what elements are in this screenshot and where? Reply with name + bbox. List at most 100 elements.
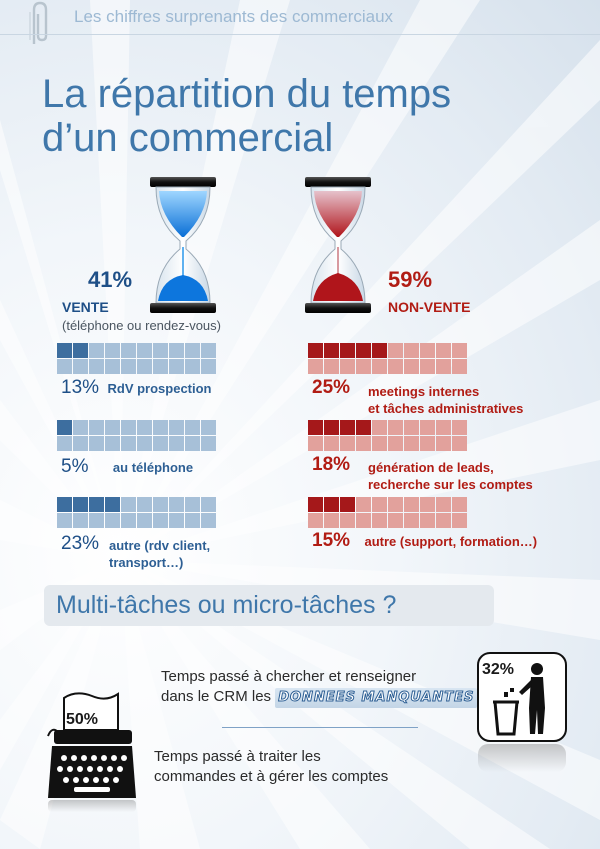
grid-cell — [404, 436, 419, 451]
grid-cell — [436, 359, 451, 374]
grid-cell — [89, 513, 104, 528]
grid-cell — [404, 497, 419, 512]
grid-cell — [121, 436, 136, 451]
grid-cell — [388, 497, 403, 512]
paperclip-icon — [29, 1, 48, 44]
item-desc: autre (support, formation…) — [364, 534, 538, 549]
item-percent: 25% — [312, 377, 351, 398]
grid-cell — [356, 343, 371, 358]
grid-cell — [388, 343, 403, 358]
item-desc-line2: recherche sur les comptes — [368, 477, 533, 492]
item-percent: 5% — [61, 456, 89, 477]
grid-cell — [340, 513, 355, 528]
grid-cell — [105, 436, 120, 451]
item-desc-line1: meetings internes — [368, 384, 480, 399]
grid-cell — [452, 497, 467, 512]
grid-cell — [324, 343, 339, 358]
grid-cell — [89, 497, 104, 512]
item-percent: 18% — [312, 454, 351, 475]
grid-cell — [185, 359, 200, 374]
grid-cell — [89, 436, 104, 451]
grid-cell — [73, 497, 88, 512]
grid-cell — [452, 513, 467, 528]
grid-cell — [420, 343, 435, 358]
grid-cell — [356, 420, 371, 435]
grid-cell — [452, 359, 467, 374]
grid-cell — [436, 420, 451, 435]
grid-cell — [169, 497, 184, 512]
grid-cell — [89, 343, 104, 358]
grid-cell — [452, 420, 467, 435]
grid-cell — [57, 359, 72, 374]
header-divider — [0, 34, 600, 35]
orders-text: Temps passé à traiter les commandes et à… — [154, 747, 388, 787]
grid-cell — [372, 497, 387, 512]
item-desc: RdV prospection — [107, 381, 212, 396]
grid-cell — [89, 420, 104, 435]
grid-cell — [308, 497, 323, 512]
grid-cell — [436, 513, 451, 528]
grid-cell — [324, 513, 339, 528]
grid-cell — [89, 359, 104, 374]
grid-cell — [185, 436, 200, 451]
grid-cell — [153, 436, 168, 451]
vente-grid-telephone — [57, 420, 216, 451]
grid-cell — [121, 420, 136, 435]
grid-cell — [372, 513, 387, 528]
nonvente-item-autre: 15% autre (support, formation…) — [312, 530, 537, 552]
item-desc: génération de leads, recherche sur les c… — [368, 459, 533, 493]
grid-cell — [105, 420, 120, 435]
grid-cell — [137, 513, 152, 528]
item-desc: au téléphone — [112, 460, 194, 475]
grid-cell — [420, 436, 435, 451]
grid-cell — [340, 359, 355, 374]
grid-cell — [201, 497, 216, 512]
grid-cell — [404, 513, 419, 528]
nonvente-grid-leads — [308, 420, 467, 451]
grid-cell — [121, 343, 136, 358]
orders-line2: commandes et à gérer les comptes — [154, 768, 389, 785]
grid-cell — [73, 359, 88, 374]
nonvente-grid-meetings — [308, 343, 467, 374]
grid-cell — [153, 513, 168, 528]
divider — [222, 727, 418, 728]
vente-item-prospection: 13% RdV prospection — [61, 377, 212, 399]
grid-cell — [105, 497, 120, 512]
grid-cell — [324, 436, 339, 451]
grid-cell — [308, 436, 323, 451]
supertitle: Les chiffres surprenants des commerciaux — [74, 7, 394, 26]
grid-cell — [372, 359, 387, 374]
grid-cell — [372, 420, 387, 435]
grid-cell — [340, 420, 355, 435]
vente-percent: 41% — [88, 267, 133, 292]
grid-cell — [340, 343, 355, 358]
grid-cell — [169, 359, 184, 374]
typewriter-icon — [47, 692, 136, 812]
grid-cell — [420, 420, 435, 435]
grid-cell — [308, 343, 323, 358]
grid-cell — [121, 497, 136, 512]
nonvente-grid-autre — [308, 497, 467, 528]
grid-cell — [404, 359, 419, 374]
item-desc-line2: transport…) — [109, 555, 184, 570]
crm-text: Temps passé à chercher et renseigner dan… — [161, 667, 478, 708]
hourglass-red-icon — [305, 177, 371, 313]
grid-cell — [388, 436, 403, 451]
grid-cell — [356, 497, 371, 512]
grid-cell — [372, 343, 387, 358]
grid-cell — [420, 359, 435, 374]
grid-cell — [153, 420, 168, 435]
grid-cell — [436, 343, 451, 358]
grid-cell — [356, 436, 371, 451]
grid-cell — [356, 513, 371, 528]
item-desc: meetings internes et tâches administrati… — [368, 383, 523, 417]
grid-cell — [404, 420, 419, 435]
grid-cell — [388, 420, 403, 435]
grid-cell — [340, 497, 355, 512]
item-desc-line2: et tâches administratives — [368, 401, 524, 416]
grid-cell — [201, 513, 216, 528]
grid-cell — [372, 436, 387, 451]
grid-cell — [73, 343, 88, 358]
hourglass-blue-icon — [150, 177, 216, 313]
grid-cell — [356, 359, 371, 374]
